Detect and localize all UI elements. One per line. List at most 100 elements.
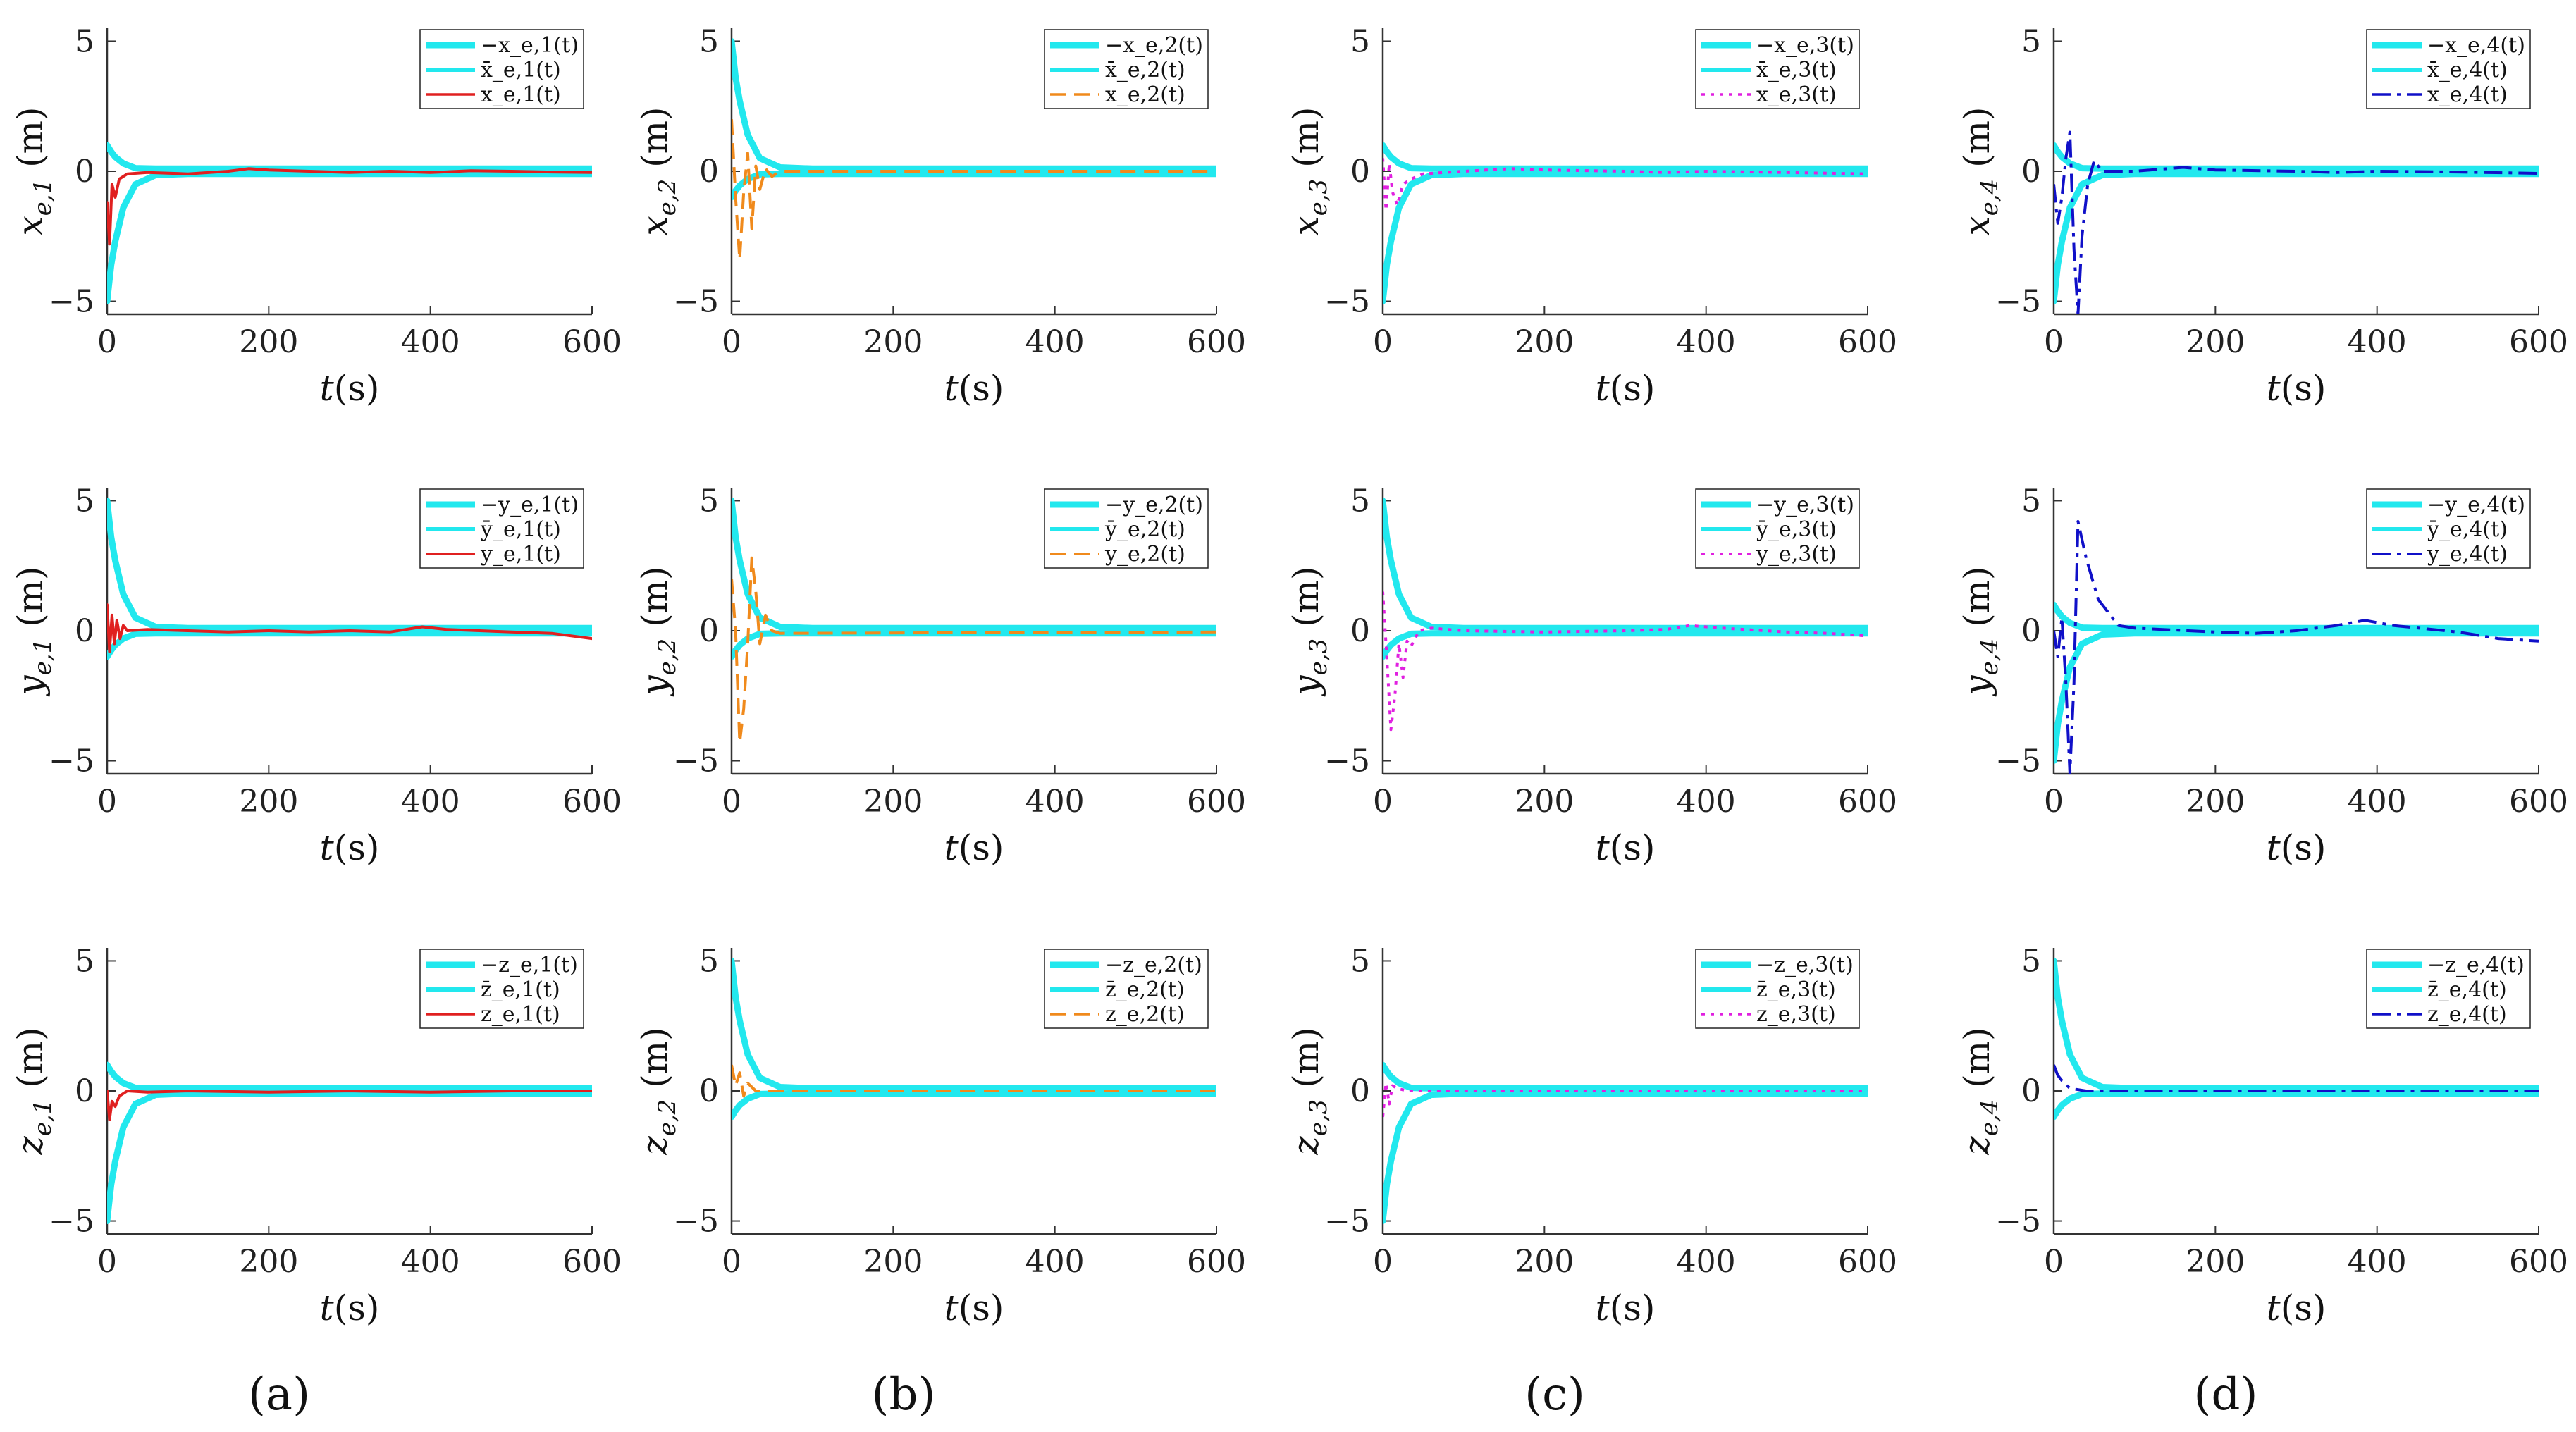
x-tick-label: 200 — [863, 1244, 923, 1280]
y-tick-label: 0 — [2021, 613, 2041, 649]
y-axis-label: xe,4 (m) — [1956, 106, 2004, 235]
x-tick-label: 400 — [1025, 784, 1085, 820]
x-tick-label: 600 — [1838, 1244, 1897, 1280]
x-tick-label: 200 — [1515, 324, 1574, 360]
legend-entry: −y_e,2(t) — [1105, 493, 1203, 517]
x-tick-label: 0 — [722, 784, 741, 820]
legend: −z_e,3(t)z̄_e,3(t)z_e,3(t) — [1695, 949, 1860, 1029]
x-axis-label: t(s) — [944, 1288, 1004, 1328]
legend-entry: z_e,2(t) — [1105, 1002, 1185, 1027]
legend-entry: ȳ_e,3(t) — [1756, 517, 1837, 542]
lower-bound-line — [107, 171, 592, 304]
x-axis-label: t(s) — [944, 368, 1004, 409]
legend-entry: x̄_e,2(t) — [1105, 58, 1185, 82]
legend-entry: z̄_e,3(t) — [1756, 977, 1836, 1002]
y-tick-label: 0 — [2021, 1073, 2041, 1109]
y-tick-label: 5 — [2021, 23, 2041, 59]
legend-entry: ȳ_e,1(t) — [480, 517, 561, 542]
lower-bound-line — [2054, 630, 2539, 764]
panel-caption: (a) — [248, 1369, 310, 1421]
y-tick-label: 0 — [75, 613, 94, 649]
x-axis-label: t(s) — [2267, 1288, 2327, 1328]
y-tick-label: 5 — [2021, 483, 2041, 519]
legend-entry: −x_e,1(t) — [481, 33, 579, 58]
legend: −x_e,2(t)x̄_e,2(t)x_e,2(t) — [1044, 29, 1209, 109]
x-tick-label: 600 — [1187, 324, 1246, 360]
y-tick-label: −5 — [49, 284, 94, 320]
panel-caption: (b) — [872, 1369, 936, 1421]
legend-entry: y_e,3(t) — [1756, 542, 1837, 567]
y-tick-label: 0 — [2021, 154, 2041, 190]
lower-bound-line — [1383, 1090, 1868, 1224]
y-tick-label: −5 — [1324, 743, 1370, 779]
x-tick-label: 0 — [2044, 784, 2064, 820]
y-tick-label: 0 — [1350, 154, 1370, 190]
x-tick-label: 600 — [2509, 1244, 2568, 1280]
x-tick-label: 600 — [1187, 1244, 1246, 1280]
x-axis-label: t(s) — [1596, 827, 1656, 868]
x-tick-label: 200 — [239, 324, 298, 360]
x-tick-label: 400 — [401, 324, 460, 360]
x-tick-label: 600 — [2509, 324, 2568, 360]
y-axis-label: ye,1 (m) — [10, 566, 57, 696]
error-line — [732, 1064, 1216, 1098]
x-tick-label: 400 — [1677, 324, 1736, 360]
y-tick-label: 5 — [75, 943, 94, 979]
legend: −x_e,1(t)x̄_e,1(t)x_e,1(t) — [419, 29, 584, 109]
x-tick-label: 200 — [2186, 1244, 2245, 1280]
x-axis-label: t(s) — [320, 827, 380, 868]
legend-entry: −y_e,3(t) — [1756, 493, 1854, 517]
panel-caption: (c) — [1524, 1369, 1585, 1421]
legend-entry: x̄_e,3(t) — [1756, 58, 1837, 82]
legend-entry: −y_e,4(t) — [2427, 493, 2525, 517]
x-tick-label: 400 — [2348, 784, 2407, 820]
y-tick-label: 5 — [1350, 943, 1370, 979]
x-axis-label: t(s) — [2267, 368, 2327, 409]
legend: −z_e,4(t)z̄_e,4(t)z_e,4(t) — [2366, 949, 2531, 1029]
upper-bound-line — [732, 38, 1216, 172]
legend-entry: x_e,4(t) — [2427, 82, 2508, 107]
x-tick-label: 600 — [562, 784, 622, 820]
lower-bound-line — [1383, 630, 1868, 660]
y-tick-label: −5 — [1995, 284, 2041, 320]
lower-bound-line — [107, 630, 592, 660]
x-tick-label: 600 — [1838, 324, 1897, 360]
error-line — [1383, 591, 1868, 732]
y-axis-label: xe,2 (m) — [634, 106, 682, 235]
error-line — [1383, 1081, 1868, 1118]
legend: −x_e,3(t)x̄_e,3(t)x_e,3(t) — [1695, 29, 1860, 109]
x-tick-label: 400 — [401, 1244, 460, 1280]
x-tick-label: 200 — [239, 784, 298, 820]
x-tick-label: 400 — [1677, 1244, 1736, 1280]
legend-entry: y_e,4(t) — [2427, 542, 2508, 567]
error-line — [2054, 130, 2539, 314]
lower-bound-line — [732, 171, 1216, 201]
legend: −y_e,1(t)ȳ_e,1(t)y_e,1(t) — [419, 488, 584, 569]
legend-entry: z̄_e,1(t) — [481, 977, 560, 1002]
upper-bound-line — [2054, 958, 2539, 1092]
legend-entry: z_e,4(t) — [2427, 1002, 2507, 1027]
x-tick-label: 0 — [97, 784, 117, 820]
x-tick-label: 200 — [2186, 784, 2245, 820]
x-tick-label: 600 — [562, 324, 622, 360]
y-axis-label: ze,2 (m) — [634, 1027, 682, 1155]
y-tick-label: 0 — [1350, 1073, 1370, 1109]
legend-entry: y_e,2(t) — [1104, 542, 1185, 567]
y-tick-label: −5 — [1324, 284, 1370, 320]
x-tick-label: 0 — [722, 1244, 741, 1280]
upper-bound-line — [107, 142, 592, 172]
y-tick-label: −5 — [673, 743, 719, 779]
upper-bound-line — [107, 498, 592, 631]
y-tick-label: −5 — [1995, 743, 2041, 779]
x-tick-label: 0 — [2044, 324, 2064, 360]
legend: −z_e,1(t)z̄_e,1(t)z_e,1(t) — [419, 949, 584, 1029]
error-line — [732, 556, 1216, 744]
legend: −y_e,2(t)ȳ_e,2(t)y_e,2(t) — [1044, 488, 1209, 569]
x-tick-label: 400 — [2348, 1244, 2407, 1280]
upper-bound-line — [1383, 142, 1868, 172]
lower-bound-line — [107, 1090, 592, 1224]
